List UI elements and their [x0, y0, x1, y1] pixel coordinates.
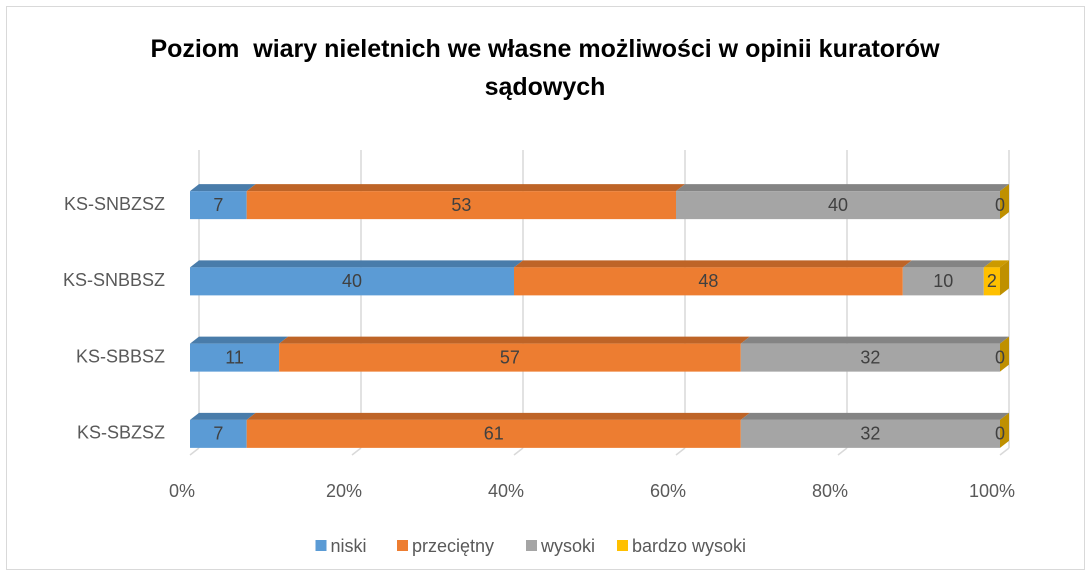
legend-label: niski: [331, 536, 367, 556]
bar-side: [1000, 412, 1009, 448]
data-label: 61: [484, 424, 504, 444]
bar-top: [190, 412, 256, 420]
bar-top: [279, 336, 750, 344]
grid-floor: [189, 447, 200, 456]
x-tick-label: 100%: [969, 481, 1015, 501]
grid-floor: [513, 447, 524, 456]
bar: [514, 267, 903, 296]
x-tick-label: 0%: [169, 481, 195, 501]
bar: [190, 419, 247, 448]
data-label: 32: [860, 347, 880, 367]
bar: [190, 343, 280, 372]
data-label: 57: [500, 347, 520, 367]
bar: [740, 419, 1000, 448]
bar: [740, 343, 1000, 372]
legend-swatch: [526, 540, 537, 551]
bar-top: [190, 184, 256, 192]
data-label: 53: [451, 195, 471, 215]
data-label: 32: [860, 424, 880, 444]
bar-top: [740, 412, 1009, 420]
data-label: 0: [995, 195, 1005, 215]
x-tick-label: 60%: [650, 481, 686, 501]
bar: [279, 343, 741, 372]
bar: [190, 267, 514, 296]
y-tick-label: KS-SBZSZ: [77, 423, 165, 443]
legend-swatch: [397, 540, 408, 551]
bar: [246, 419, 741, 448]
data-label: 11: [225, 347, 244, 367]
bar: [902, 267, 984, 296]
data-label: 0: [995, 424, 1005, 444]
bar: [983, 267, 1000, 296]
data-label: 7: [213, 195, 223, 215]
bar-top: [676, 184, 1009, 192]
bar-top: [983, 260, 1009, 268]
legend-label: bardzo wysoki: [632, 536, 746, 556]
data-label: 0: [995, 347, 1005, 367]
bar-top: [190, 260, 523, 268]
data-label: 40: [342, 271, 362, 291]
grid-floor: [837, 447, 848, 456]
grid-floor: [675, 447, 686, 456]
data-label: 10: [933, 271, 953, 291]
legend-swatch: [617, 540, 628, 551]
data-label: 7: [213, 424, 223, 444]
x-tick-label: 20%: [326, 481, 362, 501]
bar-top: [190, 336, 289, 344]
bar-top: [514, 260, 912, 268]
y-tick-label: KS-SBBSZ: [76, 346, 165, 366]
bar: [190, 191, 247, 220]
grid-floor: [351, 447, 362, 456]
data-label: 40: [828, 195, 848, 215]
x-tick-label: 80%: [812, 481, 848, 501]
data-label: 2: [987, 271, 997, 291]
x-tick-label: 40%: [488, 481, 524, 501]
legend-swatch: [315, 540, 327, 551]
bar: [676, 191, 1000, 220]
legend-label: przeciętny: [412, 536, 494, 556]
bar-top: [246, 184, 685, 192]
data-label: 48: [698, 271, 718, 291]
bar-side: [1000, 336, 1009, 372]
y-tick-label: KS-SNBZSZ: [64, 194, 165, 214]
bar-top: [902, 260, 993, 268]
chart-border: [6, 6, 1085, 570]
y-tick-label: KS-SNBBSZ: [63, 270, 165, 290]
bar-side: [1000, 184, 1009, 220]
bar-side: [1000, 260, 1009, 296]
chart-title: Poziom wiary nieletnich we własne możliw…: [150, 35, 947, 101]
bar-top: [246, 412, 750, 420]
bar: [246, 191, 676, 220]
legend-label: wysoki: [540, 536, 595, 556]
grid-floor: [999, 447, 1010, 456]
bar-top: [740, 336, 1009, 344]
